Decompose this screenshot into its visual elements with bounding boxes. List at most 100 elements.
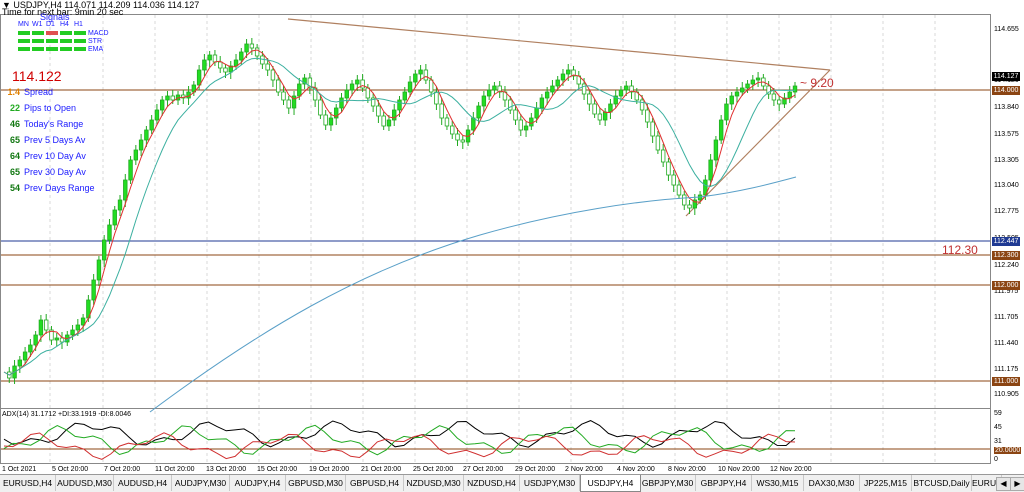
signal-bar xyxy=(32,31,44,35)
tab-usdjpy-h4[interactable]: USDJPY,H4 xyxy=(580,475,641,492)
tab-ws30-m15[interactable]: WS30,M15 xyxy=(752,475,804,491)
price-axis-label: 111.440 xyxy=(994,340,1019,347)
upper-trendline xyxy=(287,18,831,71)
signal-bar xyxy=(46,31,58,35)
info-label: Prev 30 Day Av xyxy=(24,167,86,177)
tab-audjpy-m30[interactable]: AUDJPY,M30 xyxy=(172,475,230,491)
time-axis-label: 12 Nov 20:00 xyxy=(770,466,812,473)
candle-body xyxy=(660,149,666,163)
candle-body xyxy=(671,174,676,186)
signal-bar xyxy=(74,31,86,35)
candle-body xyxy=(344,89,349,99)
tab-usdjpy-m30[interactable]: USDJPY,M30 xyxy=(520,475,580,491)
candle-body xyxy=(33,334,38,346)
fast-ma-line xyxy=(3,49,796,376)
candle-body xyxy=(392,109,397,121)
candle-body xyxy=(755,77,761,81)
candle-body xyxy=(692,199,698,209)
tab-scroll-left-button[interactable]: ◀ xyxy=(996,477,1011,491)
tab-gbpjpy-m30[interactable]: GBPJPY,M30 xyxy=(640,475,696,491)
candle-body xyxy=(771,93,777,101)
tab-nzdusd-m30[interactable]: NZDUSD,M30 xyxy=(404,475,464,491)
candle-body xyxy=(529,117,534,127)
main-plot-frame xyxy=(0,14,991,409)
candle-body xyxy=(471,117,476,131)
candle-body xyxy=(645,109,650,123)
candle-body xyxy=(17,359,23,367)
price-tag: 114.000 xyxy=(992,86,1020,95)
tab-gbpusd-m30[interactable]: GBPUSD,M30 xyxy=(286,475,346,491)
time-axis-label: 10 Nov 20:00 xyxy=(718,466,760,473)
lower-trendline xyxy=(685,69,831,217)
candle-body xyxy=(581,83,587,95)
info-row: 1.4 Spread xyxy=(2,87,53,97)
price-axis-label: 110.905 xyxy=(994,391,1019,398)
time-axis-label: 2 Nov 20:00 xyxy=(565,466,603,473)
info-value: 1.4 xyxy=(7,87,20,97)
info-value: 65 xyxy=(9,167,20,177)
info-row: 22 Pips to Open xyxy=(2,103,76,113)
info-label: Prev 5 Days Av xyxy=(24,135,86,145)
signal-timeframe-d1: D1 xyxy=(46,21,55,28)
candle-body xyxy=(734,91,740,97)
info-label: Prev Days Range xyxy=(24,183,95,193)
candle-body xyxy=(750,79,756,85)
signal-bar xyxy=(60,39,72,43)
tab-nzdusd-h4[interactable]: NZDUSD,H4 xyxy=(464,475,520,491)
time-axis-label: 21 Oct 20:00 xyxy=(361,466,402,473)
tab-audusd-m30[interactable]: AUDUSD,M30 xyxy=(56,475,114,491)
adx-axis-label: 59 xyxy=(994,410,1002,417)
price-axis-label: 112.240 xyxy=(994,262,1019,269)
price-axis-label: 113.575 xyxy=(994,131,1019,138)
candle-body xyxy=(123,179,128,201)
tab-scroll-right-button[interactable]: ▶ xyxy=(1010,477,1024,491)
candle-body xyxy=(555,79,560,87)
time-axis-label: 27 Oct 20:00 xyxy=(463,466,504,473)
signal-bar xyxy=(32,47,44,51)
tab-jp225-m15[interactable]: JP225,M15 xyxy=(860,475,912,491)
tab-audjpy-h4[interactable]: AUDJPY,H4 xyxy=(230,475,286,491)
info-row: 54 Prev Days Range xyxy=(2,183,95,193)
tab-eurusd-h4[interactable]: EURUSD,H4 xyxy=(0,475,56,491)
tab-audusd-h4[interactable]: AUDUSD,H4 xyxy=(114,475,172,491)
signal-timeframe-h1: H1 xyxy=(74,21,83,28)
candle-body xyxy=(149,119,154,131)
candle-body xyxy=(154,109,160,121)
candle-body xyxy=(450,125,455,135)
candle-body xyxy=(133,149,139,161)
tab-gbpusd-h4[interactable]: GBPUSD,H4 xyxy=(346,475,404,491)
candle-body xyxy=(249,43,255,49)
price-tag: 112.300 xyxy=(992,251,1020,260)
long-ma-line xyxy=(149,176,797,413)
adx-plot-frame xyxy=(0,408,991,464)
countdown-annotation: ~ 9:20 xyxy=(800,76,834,90)
tab-dax30-m30[interactable]: DAX30,M30 xyxy=(804,475,860,491)
time-axis-label: 1 Oct 2021 xyxy=(2,466,37,473)
candle-body xyxy=(560,73,566,81)
price-chart[interactable] xyxy=(0,0,1024,474)
tab-btcusd-daily[interactable]: BTCUSD,Daily xyxy=(912,475,972,491)
candle-body xyxy=(22,351,28,361)
signal-bar xyxy=(18,47,30,51)
info-value: 64 xyxy=(9,151,20,161)
candle-body xyxy=(434,91,439,105)
candle-body xyxy=(676,184,682,196)
signal-label-macd: MACD xyxy=(88,30,109,37)
candle-body xyxy=(70,329,75,336)
candle-body xyxy=(439,103,444,119)
candle-body xyxy=(91,279,96,301)
candle-body xyxy=(112,209,117,226)
candle-body xyxy=(544,91,550,99)
candle-body xyxy=(639,99,645,111)
candle-body xyxy=(260,55,265,65)
candle-body xyxy=(159,99,165,111)
candle-body xyxy=(328,117,334,126)
candle-body xyxy=(223,67,228,73)
candle-body xyxy=(782,97,787,105)
candle-body xyxy=(196,69,202,86)
candle-body xyxy=(602,111,608,121)
candle-body xyxy=(339,97,344,109)
price-tag: 112.447 xyxy=(992,237,1020,246)
tab-gbpjpy-h4[interactable]: GBPJPY,H4 xyxy=(696,475,752,491)
slow-ma-line xyxy=(3,57,796,376)
